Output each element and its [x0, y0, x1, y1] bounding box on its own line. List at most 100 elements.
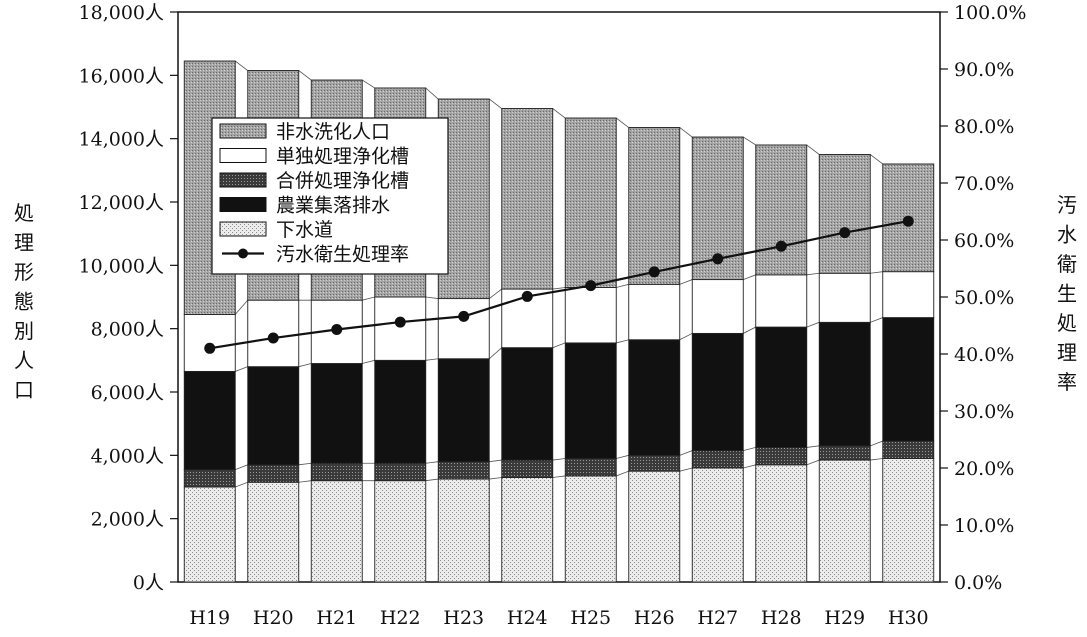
x-tick-label: H21 — [316, 607, 357, 629]
rate-line — [204, 215, 914, 354]
x-tick-label: H26 — [634, 607, 675, 629]
bar-segment — [183, 486, 236, 583]
left-tick-label: 16,000人 — [79, 65, 164, 87]
axis-title-char: 形 — [14, 260, 34, 284]
right-tick-label: 30.0% — [954, 401, 1014, 423]
left-tick-label: 10,000人 — [79, 255, 164, 277]
series-connector — [184, 440, 934, 470]
bar-segment — [691, 450, 744, 469]
right-tick-label: 90.0% — [954, 59, 1014, 81]
bar-segment — [564, 117, 617, 288]
right-tick-label: 0.0% — [954, 572, 1002, 594]
legend-label: 汚水衛生処理率 — [276, 244, 409, 266]
bar-segment — [310, 363, 363, 464]
axis-title-char: 処 — [1057, 311, 1077, 335]
legend-swatch — [219, 123, 267, 139]
bar-segment — [882, 271, 935, 319]
axis-title-char: 人 — [14, 349, 34, 373]
axis-title-char: 衛 — [1057, 252, 1077, 276]
legend-swatch — [219, 221, 267, 237]
x-tick-label: H22 — [380, 607, 421, 629]
rate-point — [521, 290, 533, 302]
x-tick-label: H28 — [761, 607, 802, 629]
left-tick-label: 8,000人 — [91, 319, 164, 341]
right-tick-label: 20.0% — [954, 458, 1014, 480]
right-axis-title: 汚水衛生処理率 — [1057, 193, 1077, 394]
bar-segment — [501, 459, 554, 478]
bar-segment — [183, 469, 236, 488]
bar-segment — [755, 464, 808, 583]
bar-segment — [501, 477, 554, 583]
bar-segment — [818, 154, 871, 274]
axis-title-char: 生 — [1057, 282, 1077, 306]
legend-label: 単独処理浄化槽 — [276, 146, 409, 168]
axis-title-char: 理 — [14, 231, 34, 255]
bar-segment — [882, 440, 935, 459]
legend-swatch — [219, 148, 267, 163]
right-tick-label: 40.0% — [954, 344, 1014, 366]
rate-point — [331, 323, 343, 335]
bar-segment — [310, 462, 363, 482]
rate-point — [648, 266, 660, 278]
bar-segment — [437, 478, 490, 583]
left-axis: 0人 2,000人 4,000人 6,000人 8,000人 10,000人 12,000人… — [79, 2, 178, 594]
x-tick-label: H19 — [189, 607, 230, 629]
rate-point — [204, 342, 216, 354]
legend-swatch — [219, 197, 267, 212]
series-connector — [184, 271, 934, 315]
left-tick-label: 12,000人 — [79, 192, 164, 214]
legend-box — [211, 117, 449, 275]
axis-title-char: 別 — [14, 319, 34, 343]
bar-segment — [564, 475, 617, 583]
x-tick-label: H24 — [507, 607, 548, 629]
x-tick-label: H23 — [443, 607, 484, 629]
left-tick-label: 0人 — [133, 572, 164, 594]
bar-segment — [501, 108, 554, 290]
bar-segment — [882, 317, 935, 442]
rate-point — [458, 310, 470, 322]
rate-point — [267, 332, 279, 344]
rate-point — [839, 227, 851, 239]
bar-segment — [437, 298, 490, 360]
bar-segment — [628, 339, 681, 456]
bar-segment — [818, 445, 871, 461]
connector-lines — [184, 60, 934, 488]
axis-title-char: 態 — [14, 290, 34, 314]
series-connector — [184, 60, 934, 165]
left-tick-label: 14,000人 — [79, 129, 164, 151]
series-connector — [184, 317, 934, 372]
bar-segment — [818, 459, 871, 583]
legend-swatch — [219, 172, 267, 188]
bar-segment — [310, 480, 363, 583]
legend-label: 非水洗化人口 — [276, 121, 390, 143]
bar-segment — [882, 458, 935, 583]
series-connector — [184, 458, 934, 488]
bar-segment — [501, 347, 554, 461]
axis-title-char: 率 — [1057, 370, 1077, 394]
right-axis: 0.0% 10.0% 20.0% 30.0% 40.0% 50.0% 60.0% 70.0% 8… — [940, 2, 1026, 594]
x-axis: H19 H20 H21 H22 H23 H24 H25 H26 H27 H28 H29 H30 — [189, 607, 928, 629]
bar-segment — [564, 287, 617, 344]
left-tick-label: 6,000人 — [91, 382, 164, 404]
rate-point — [394, 316, 406, 328]
bar-segment — [374, 296, 427, 361]
bar-segment — [818, 321, 871, 447]
rate-point — [902, 215, 914, 227]
bar-segment — [437, 461, 490, 480]
left-tick-label: 4,000人 — [91, 445, 164, 467]
bar-segment — [691, 332, 744, 452]
right-tick-label: 50.0% — [954, 287, 1014, 309]
legend-label: 農業集落排水 — [276, 195, 390, 217]
bar-segment — [755, 144, 808, 276]
rate-point — [585, 280, 597, 292]
left-tick-label: 2,000人 — [91, 509, 164, 531]
x-tick-label: H27 — [697, 607, 738, 629]
axis-title-char: 汚 — [1057, 193, 1077, 217]
bar-segment — [755, 274, 808, 328]
bar-segment — [247, 366, 300, 466]
bar-segment — [374, 480, 427, 583]
axis-title-char: 口 — [14, 378, 34, 402]
